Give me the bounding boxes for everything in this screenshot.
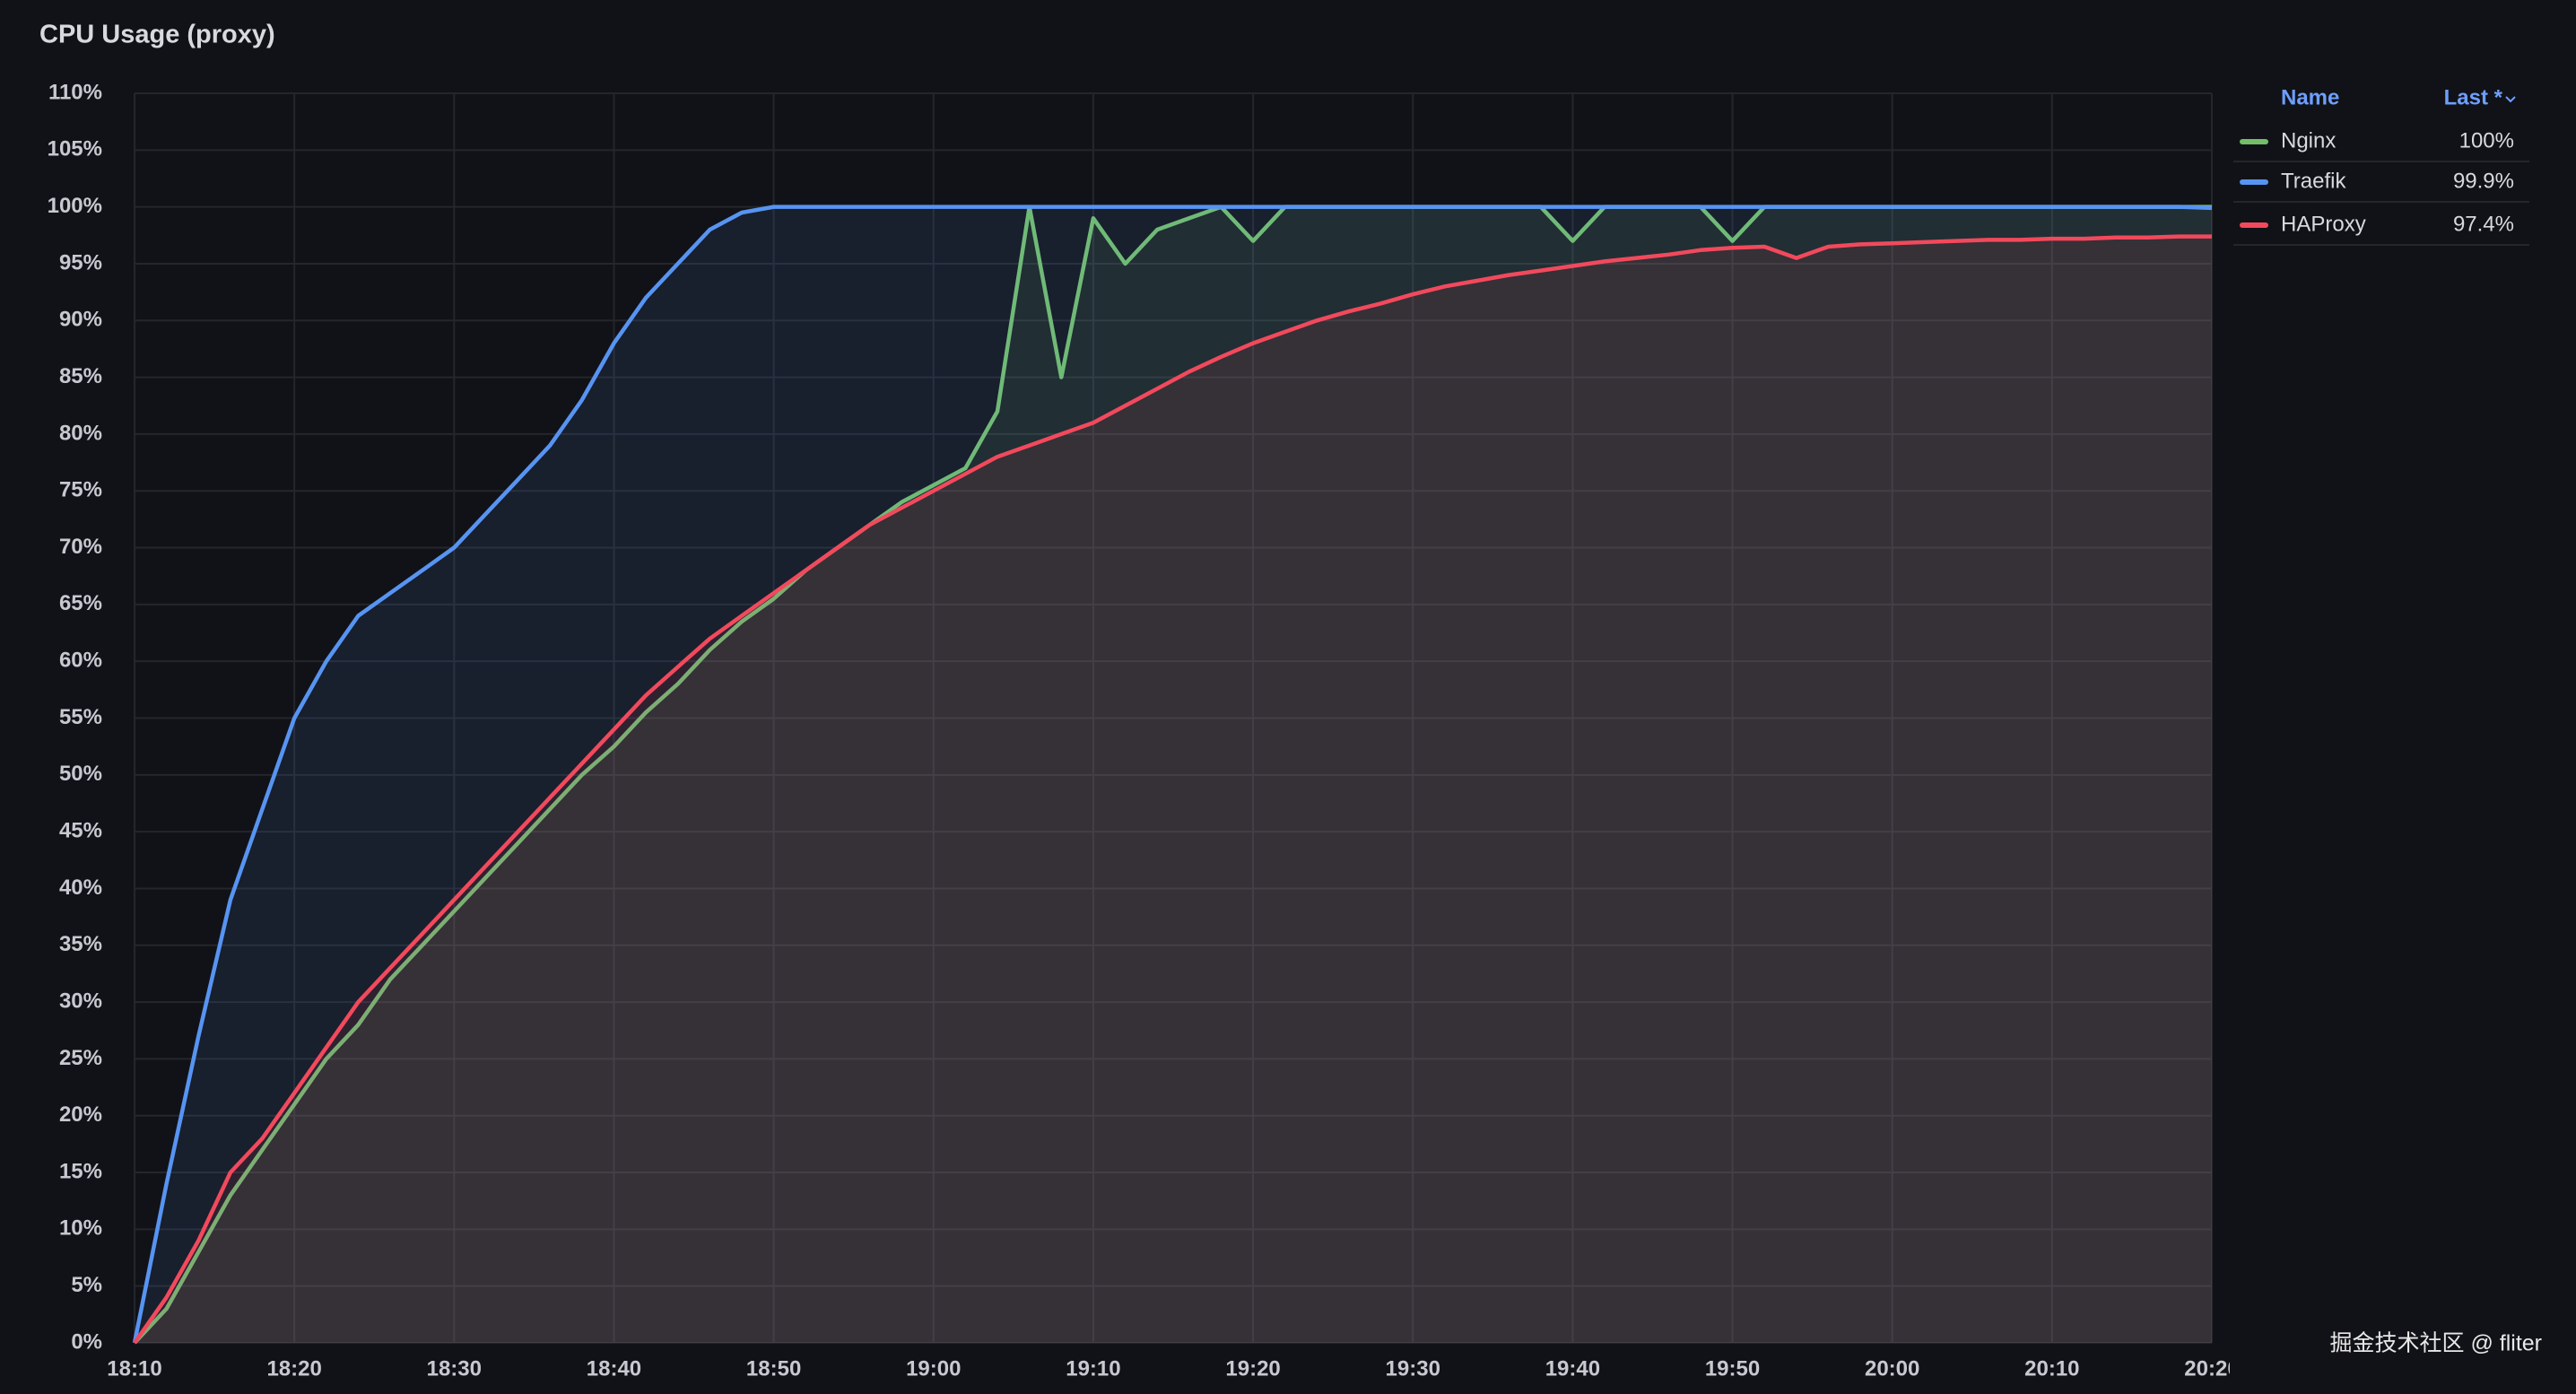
chart-title: CPU Usage (proxy) bbox=[39, 21, 275, 49]
y-tick-label: 5% bbox=[71, 1273, 102, 1297]
x-tick-label: 19:50 bbox=[1705, 1356, 1760, 1381]
watermark: 掘金技术社区 @ fliter bbox=[2330, 1331, 2543, 1356]
y-tick-label: 75% bbox=[59, 478, 102, 502]
series-area bbox=[135, 206, 2212, 1344]
y-tick-label: 45% bbox=[59, 818, 102, 842]
y-tick-label: 10% bbox=[59, 1216, 102, 1241]
x-tick-label: 19:20 bbox=[1225, 1356, 1280, 1381]
x-tick-label: 19:00 bbox=[906, 1356, 961, 1381]
y-tick-label: 110% bbox=[48, 80, 102, 104]
legend-header-last[interactable]: Last * bbox=[2444, 85, 2503, 109]
y-tick-label: 40% bbox=[59, 876, 102, 900]
legend-name[interactable]: HAProxy bbox=[2281, 212, 2366, 236]
y-tick-label: 0% bbox=[71, 1329, 102, 1354]
series-line bbox=[133, 234, 2212, 1345]
series-area bbox=[135, 236, 2212, 1344]
x-tick-label: 19:10 bbox=[1066, 1356, 1120, 1381]
y-tick-label: 50% bbox=[59, 762, 102, 786]
legend-last: 97.4% bbox=[2453, 212, 2514, 236]
y-tick-label: 30% bbox=[59, 989, 102, 1013]
x-tick-label: 18:50 bbox=[746, 1356, 801, 1381]
legend-last: 99.9% bbox=[2453, 169, 2514, 193]
x-tick-label: 18:20 bbox=[266, 1356, 321, 1381]
x-tick-label: 19:40 bbox=[1545, 1356, 1600, 1381]
sort-icon bbox=[2505, 96, 2516, 103]
y-tick-label: 60% bbox=[59, 649, 102, 673]
x-tick-label: 18:30 bbox=[427, 1356, 482, 1381]
y-tick-label: 65% bbox=[59, 591, 102, 615]
y-tick-label: 20% bbox=[59, 1102, 102, 1127]
x-tick-label: 20:20 bbox=[2184, 1356, 2239, 1381]
legend-header-name: Name bbox=[2281, 85, 2339, 109]
y-tick-label: 55% bbox=[59, 705, 102, 729]
x-tick-label: 19:30 bbox=[1386, 1356, 1440, 1381]
y-tick-label: 100% bbox=[48, 194, 102, 218]
x-tick-label: 20:00 bbox=[1865, 1356, 1919, 1381]
y-tick-label: 35% bbox=[59, 932, 102, 956]
x-axis: 18:10 18:20 18:30 18:40 18:50 19:00 19:10 19:20… bbox=[107, 1356, 2239, 1381]
x-tick-label: 18:40 bbox=[587, 1356, 641, 1381]
y-tick-label: 85% bbox=[59, 364, 102, 388]
series-area bbox=[135, 206, 2212, 1344]
legend-name[interactable]: Traefik bbox=[2281, 169, 2346, 193]
y-tick-label: 70% bbox=[59, 535, 102, 559]
y-tick-label: 80% bbox=[59, 421, 102, 445]
x-tick-label: 18:10 bbox=[107, 1356, 161, 1381]
x-tick-label: 20:10 bbox=[2024, 1356, 2079, 1381]
y-tick-label: 25% bbox=[59, 1046, 102, 1070]
y-tick-label: 15% bbox=[59, 1159, 102, 1183]
series-line bbox=[132, 205, 2213, 1344]
y-tick-label: 95% bbox=[59, 250, 102, 274]
legend-last: 100% bbox=[2459, 128, 2514, 152]
legend-name[interactable]: Nginx bbox=[2281, 128, 2336, 152]
y-tick-label: 90% bbox=[59, 308, 102, 332]
y-tick-label: 105% bbox=[48, 137, 102, 161]
